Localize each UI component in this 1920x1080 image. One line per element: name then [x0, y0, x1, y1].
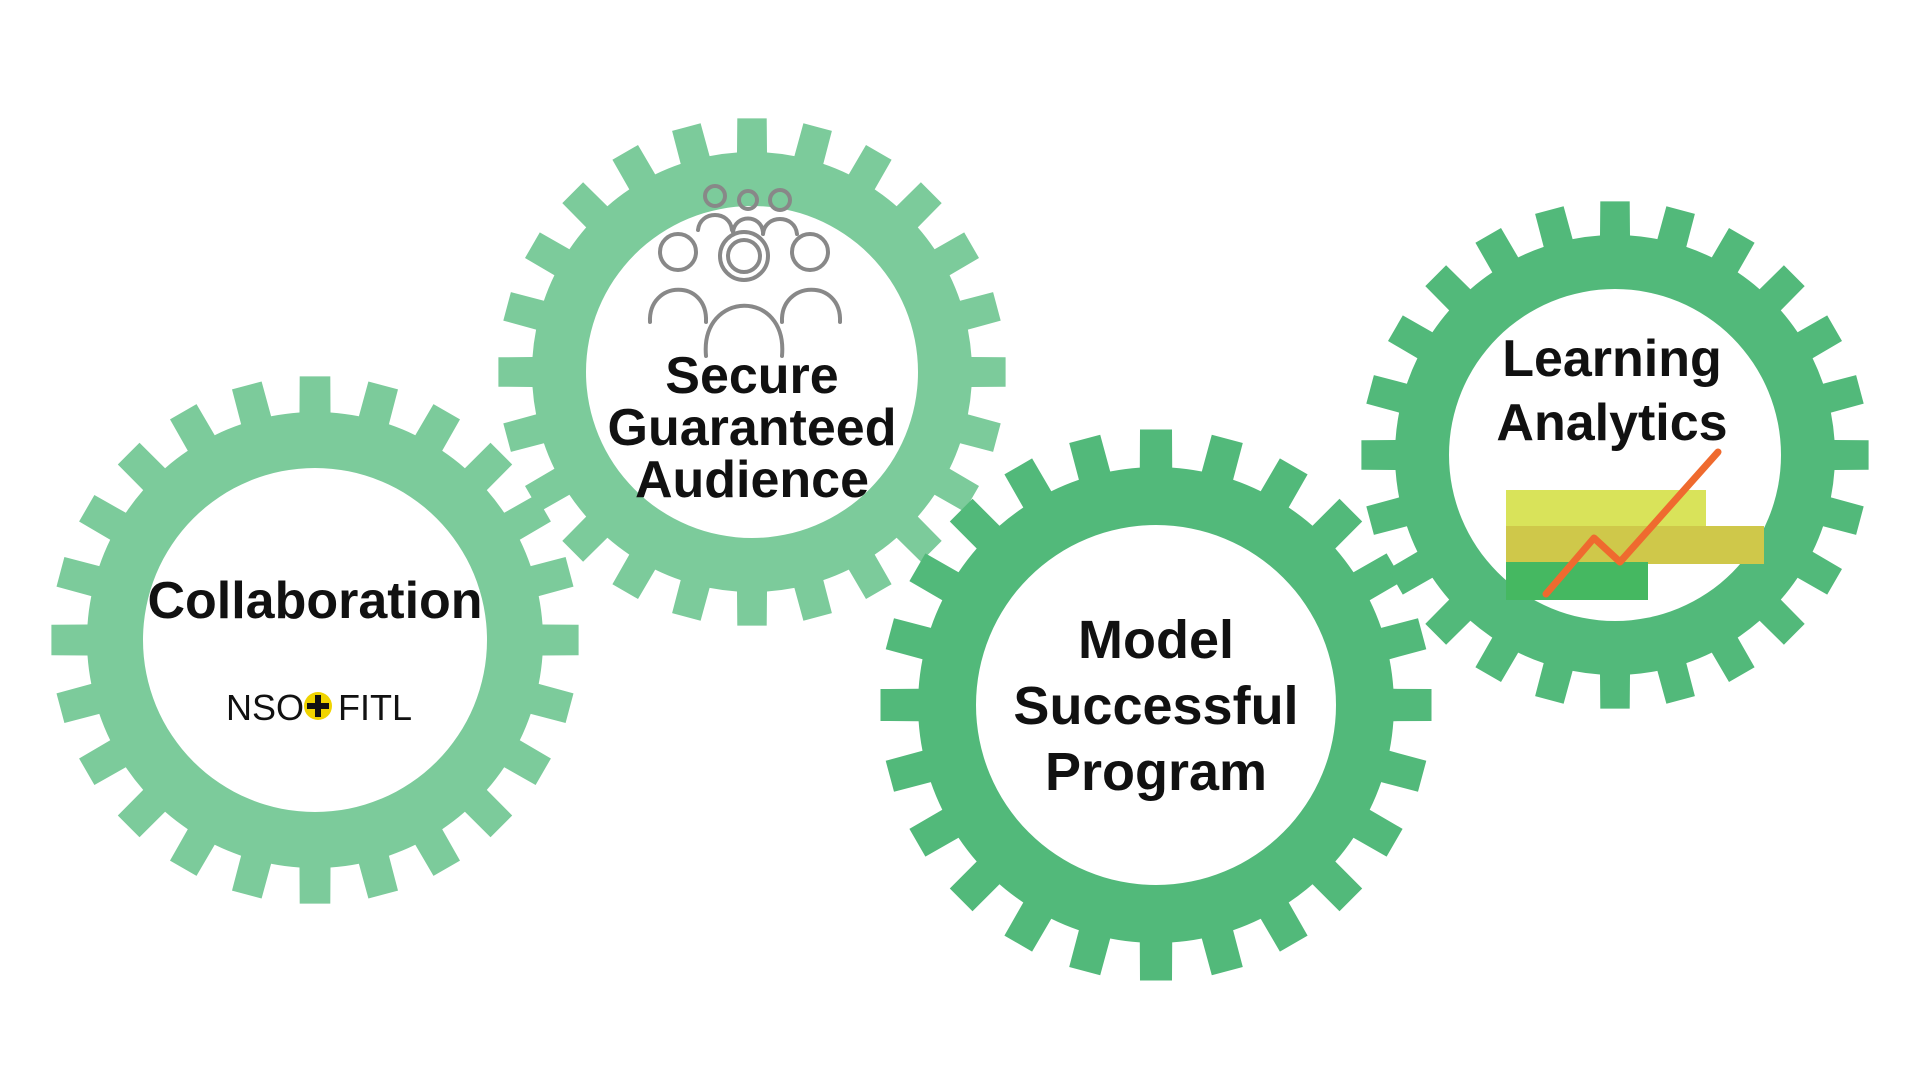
gear-audience-title-line-3: Audience — [635, 451, 869, 509]
gear-collaboration-title: Collaboration — [147, 572, 482, 630]
gear-analytics-title-line-1: Learning — [1502, 330, 1722, 388]
gear-audience-shape — [498, 118, 1006, 626]
gear-model-title-line-2: Successful — [1013, 676, 1298, 736]
collaboration-subtitle: NSO FITL — [226, 687, 412, 728]
gear-collaboration-shape — [51, 376, 579, 904]
trend-chart-icon — [1506, 448, 1764, 600]
gear-analytics: Learning Analytics — [1361, 201, 1869, 709]
chart-bar-bottom — [1506, 562, 1648, 600]
gear-model-title-line-1: Model — [1078, 610, 1234, 670]
gear-analytics-shape — [1361, 201, 1869, 709]
gear-model-title-line-3: Program — [1045, 742, 1267, 802]
gear-audience: Secure Guaranteed Audience — [498, 118, 1006, 626]
subtitle-fitl: FITL — [338, 687, 412, 728]
gear-collaboration: Collaboration NSO FITL — [51, 376, 579, 904]
chart-trend-line — [1542, 448, 1722, 598]
gear-analytics-title-line-2: Analytics — [1496, 394, 1727, 452]
people-group-icon — [647, 184, 843, 358]
plus-badge-icon — [304, 692, 332, 720]
chart-bar-top — [1506, 490, 1706, 528]
gear-model-shape — [880, 429, 1432, 981]
gear-model: Model Successful Program — [880, 429, 1432, 981]
gear-audience-title-line-1: Secure — [665, 347, 838, 405]
gear-audience-title-line-2: Guaranteed — [608, 399, 897, 457]
subtitle-nso: NSO — [226, 687, 304, 728]
